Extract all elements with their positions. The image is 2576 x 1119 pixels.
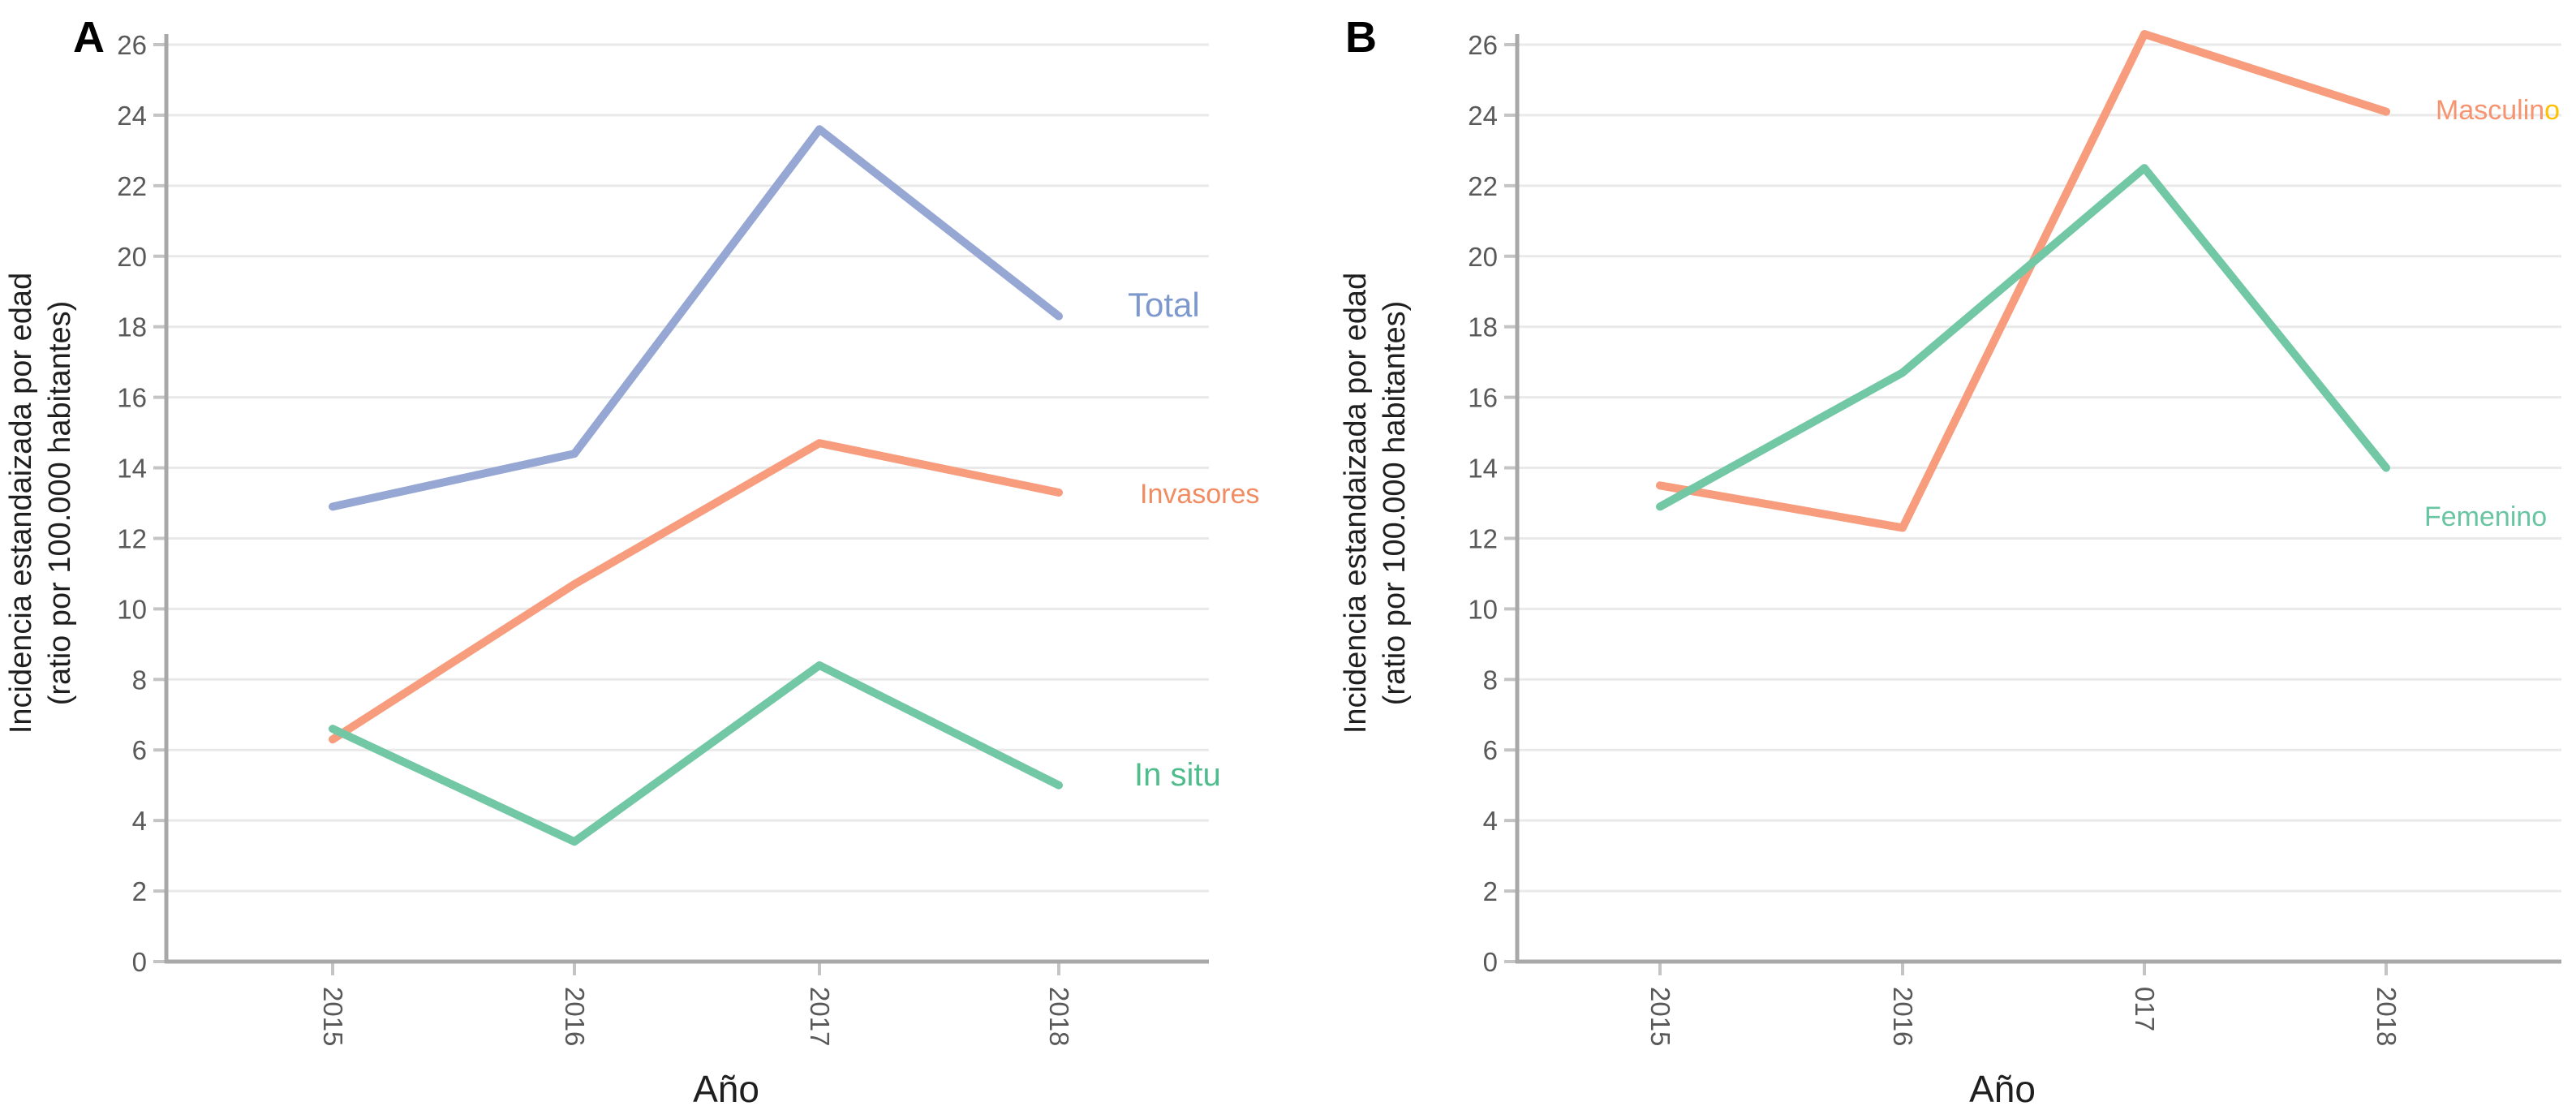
series-line-femenino xyxy=(1656,164,2390,511)
femenino-label-part: Femenino xyxy=(2424,501,2547,532)
y-tick-label: 6 xyxy=(132,735,147,765)
y-tick-label: 26 xyxy=(1468,30,1498,60)
series-line-invasores xyxy=(329,439,1063,744)
total-label-part: Total xyxy=(1128,286,1200,324)
y-tick-label: 12 xyxy=(117,523,147,553)
x-tick-label: 2015 xyxy=(318,987,348,1046)
femenino-label: Femenino xyxy=(2424,501,2547,532)
y-tick-label: 26 xyxy=(117,30,147,60)
y-tick-label: 14 xyxy=(117,454,147,484)
x-tick-label: 2017 xyxy=(805,987,835,1046)
y-tick-label: 10 xyxy=(117,594,147,624)
y-tick-label: 10 xyxy=(1468,594,1498,624)
y-tick-label: 18 xyxy=(117,312,147,342)
y-tick-label: 14 xyxy=(1468,454,1498,484)
y-tick-label: 2 xyxy=(132,876,147,906)
y-tick-label: 22 xyxy=(1468,171,1498,201)
series-line-masculino xyxy=(1656,29,2390,532)
y-tick-label: 8 xyxy=(132,665,147,695)
y-tick-label: 24 xyxy=(117,101,147,131)
y-tick-label: 4 xyxy=(132,806,147,836)
y-tick-label: 4 xyxy=(1483,806,1498,836)
panel-letter: B xyxy=(1345,13,1377,62)
masculino-label: Masculino xyxy=(2436,95,2560,126)
y-tick-label: 0 xyxy=(132,947,147,977)
total-label: Total xyxy=(1128,286,1200,324)
x-tick-label: 2016 xyxy=(1888,987,1918,1046)
x-tick-label: 2016 xyxy=(560,987,590,1046)
y-tick-label: 16 xyxy=(1468,383,1498,413)
y-tick-label: 16 xyxy=(117,383,147,413)
x-tick-label: 2018 xyxy=(2372,987,2402,1046)
series-line-total xyxy=(329,125,1063,511)
series-line-in-situ xyxy=(329,661,1063,846)
y-tick-label: 6 xyxy=(1483,735,1498,765)
masculino-label-part: Masculin xyxy=(2436,95,2544,126)
y-tick-label: 0 xyxy=(1483,947,1498,977)
in-situ-label: In situ xyxy=(1134,757,1221,793)
in-situ-label-part: In situ xyxy=(1134,757,1221,793)
x-axis-title: Año xyxy=(693,1068,759,1110)
y-tick-label: 8 xyxy=(1483,665,1498,695)
invasores-label: Invasores xyxy=(1140,479,1259,510)
y-tick-label: 24 xyxy=(1468,101,1498,131)
y-tick-label: 20 xyxy=(117,242,147,272)
y-tick-label: 18 xyxy=(1468,312,1498,342)
x-axis-title: Año xyxy=(1969,1068,2036,1110)
x-tick-label: 2018 xyxy=(1044,987,1074,1046)
y-axis-title-line2: (ratio por 100.000 habitantes) xyxy=(1378,301,1412,706)
x-tick-label: 2015 xyxy=(1645,987,1675,1046)
masculino-label-part: o xyxy=(2544,95,2560,126)
y-tick-label: 12 xyxy=(1468,523,1498,553)
panel-letter: A xyxy=(73,13,105,62)
y-tick-label: 20 xyxy=(1468,242,1498,272)
y-axis-title-line2: (ratio por 100.000 habitantes) xyxy=(43,301,77,706)
invasores-label-part: Invasores xyxy=(1140,479,1259,510)
y-axis-title-line1: Incidencia estandaizada por edad xyxy=(4,273,38,734)
y-axis-title-line1: Incidencia estandaizada por edad xyxy=(1339,273,1373,734)
y-tick-label: 2 xyxy=(1483,876,1498,906)
x-tick-label: 017 xyxy=(2130,987,2160,1031)
y-tick-label: 22 xyxy=(117,171,147,201)
